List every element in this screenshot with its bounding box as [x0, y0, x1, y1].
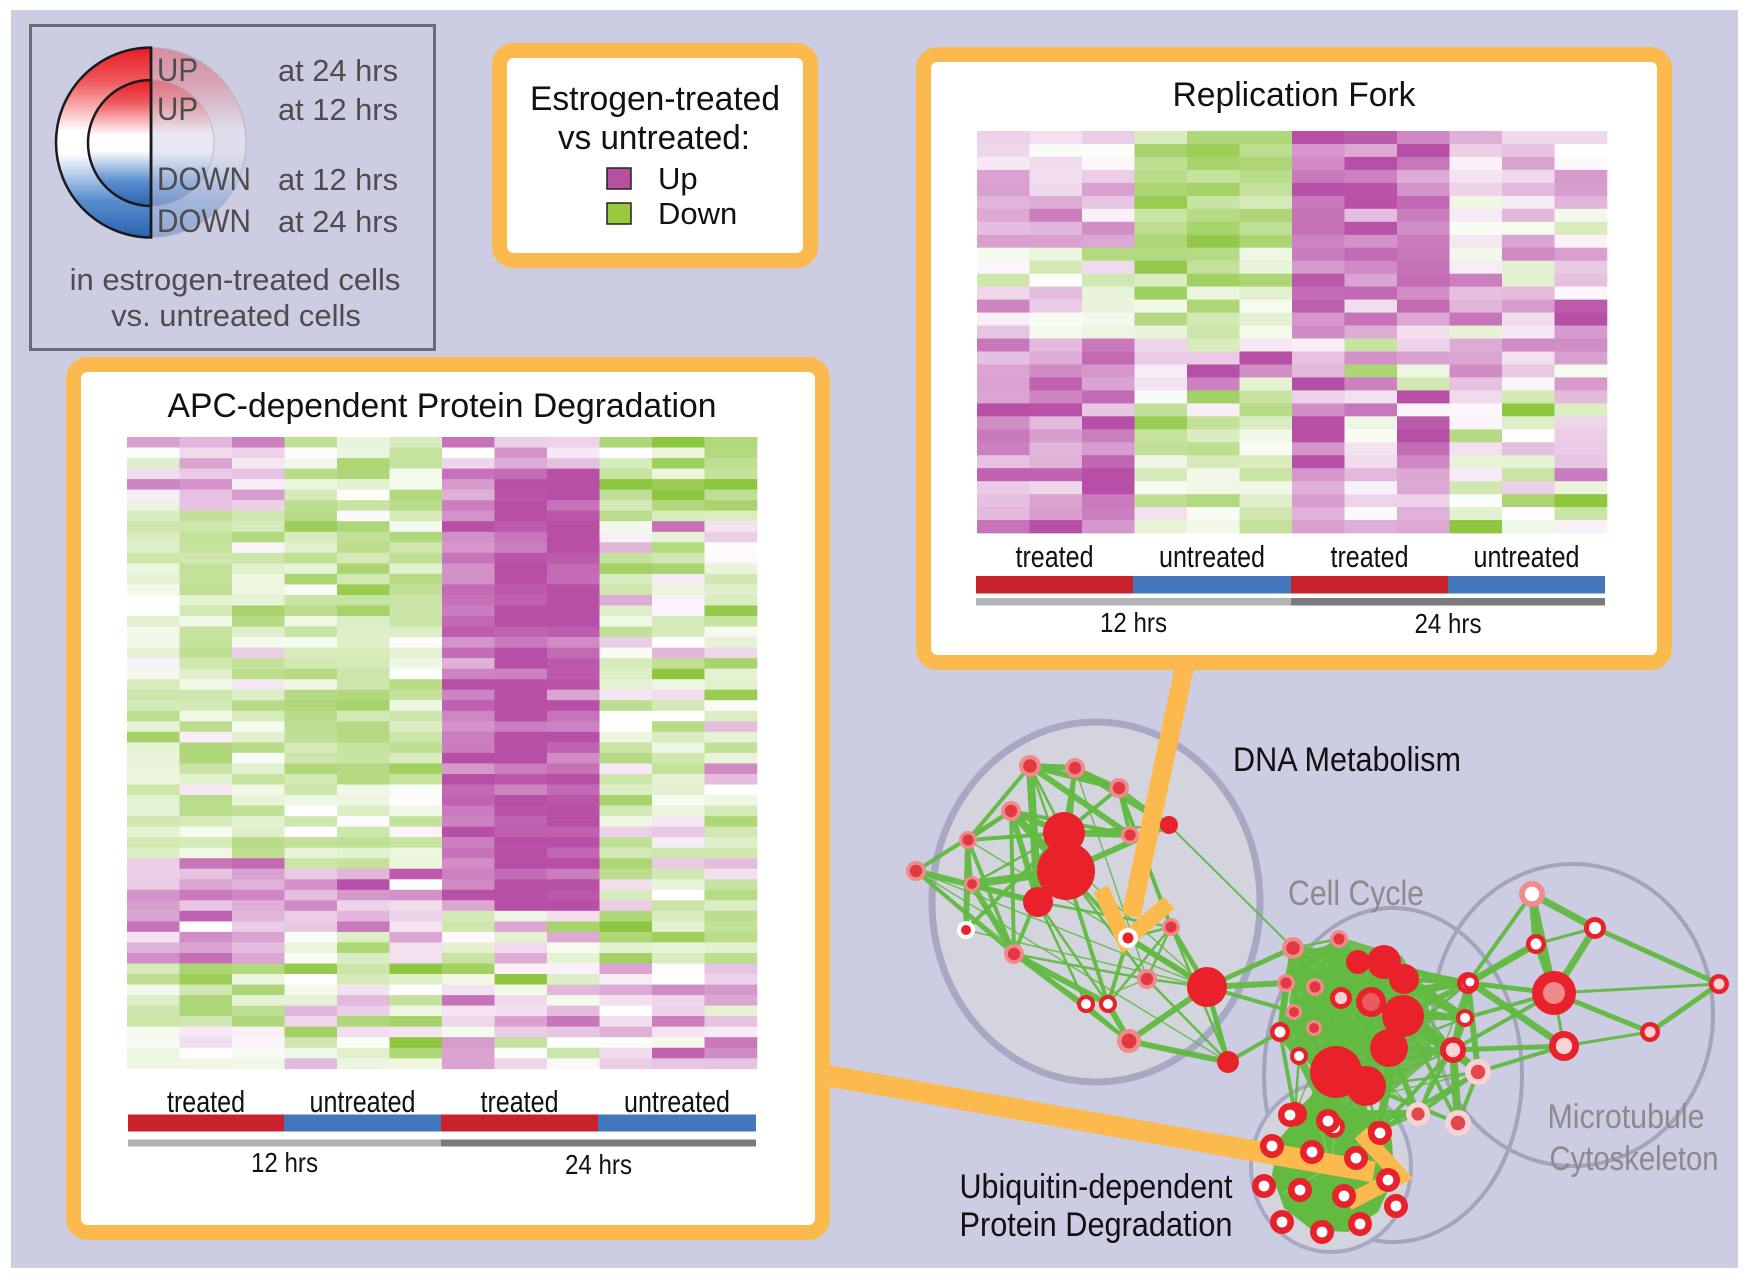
svg-text:Microtubule: Microtubule	[1548, 1098, 1705, 1136]
svg-text:at 24 hrs: at 24 hrs	[278, 204, 398, 239]
svg-text:Protein Degradation: Protein Degradation	[960, 1206, 1233, 1244]
svg-text:DNA Metabolism: DNA Metabolism	[1233, 741, 1461, 779]
svg-text:treated: treated	[167, 1084, 245, 1119]
svg-text:Estrogen-treated: Estrogen-treated	[530, 80, 780, 118]
svg-text:untreated: untreated	[1474, 539, 1580, 574]
svg-text:Up: Up	[658, 161, 698, 196]
svg-text:Replication Fork: Replication Fork	[1173, 76, 1417, 114]
svg-text:at 12 hrs: at 12 hrs	[278, 92, 398, 127]
svg-text:12 hrs: 12 hrs	[251, 1147, 318, 1178]
svg-text:treated: treated	[481, 1084, 559, 1119]
svg-text:at 12 hrs: at 12 hrs	[278, 162, 398, 197]
svg-text:UP: UP	[157, 52, 198, 88]
svg-text:Cell Cycle: Cell Cycle	[1288, 874, 1424, 913]
svg-text:UP: UP	[157, 91, 198, 127]
svg-text:Ubiquitin-dependent: Ubiquitin-dependent	[960, 1168, 1233, 1206]
svg-text:in estrogen-treated cells: in estrogen-treated cells	[70, 262, 401, 297]
svg-text:untreated: untreated	[1159, 539, 1265, 574]
svg-text:vs untreated:: vs untreated:	[558, 119, 750, 157]
svg-text:24 hrs: 24 hrs	[1415, 608, 1482, 639]
svg-text:12 hrs: 12 hrs	[1100, 607, 1167, 638]
svg-text:24 hrs: 24 hrs	[565, 1149, 632, 1180]
svg-text:treated: treated	[1016, 539, 1094, 574]
svg-text:Cytoskeleton: Cytoskeleton	[1550, 1140, 1719, 1178]
svg-text:APC-dependent Protein Degradat: APC-dependent Protein Degradation	[168, 387, 717, 425]
svg-text:DOWN: DOWN	[157, 203, 251, 239]
svg-text:untreated: untreated	[310, 1084, 416, 1119]
svg-text:vs. untreated cells: vs. untreated cells	[111, 298, 361, 333]
svg-text:DOWN: DOWN	[157, 161, 251, 197]
svg-text:Down: Down	[658, 196, 737, 231]
svg-text:treated: treated	[1331, 539, 1409, 574]
svg-text:at 24 hrs: at 24 hrs	[278, 53, 398, 88]
svg-text:untreated: untreated	[624, 1084, 730, 1119]
